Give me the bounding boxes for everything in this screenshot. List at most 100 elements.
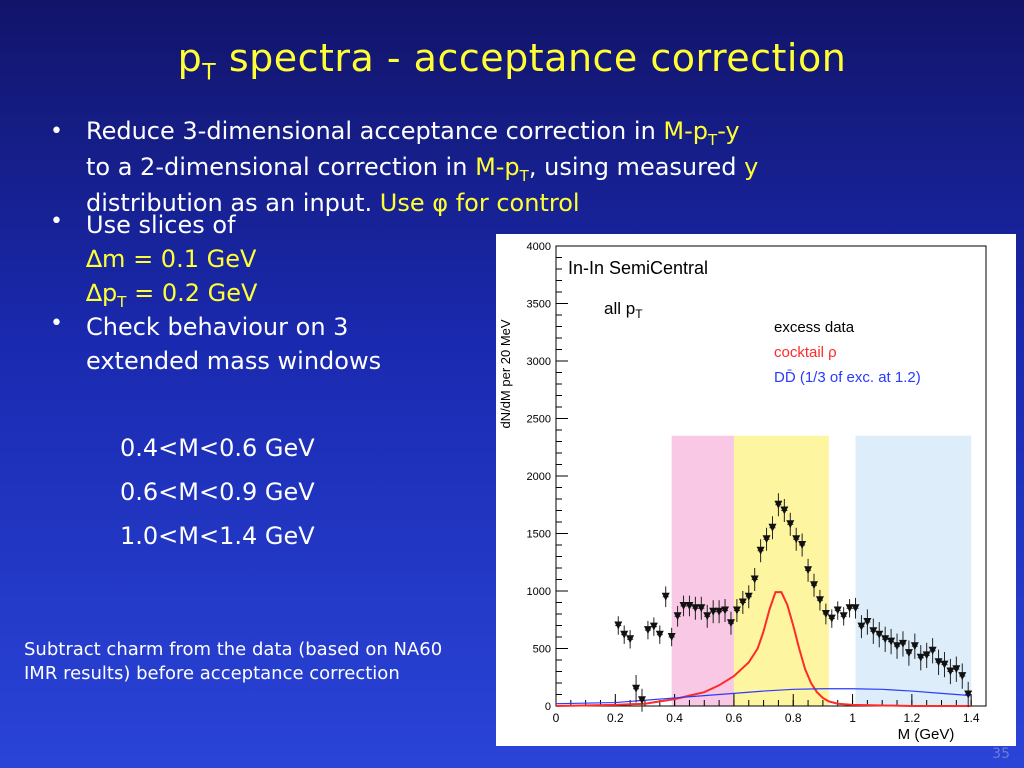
- y-tick-label: 3000: [527, 356, 551, 368]
- x-tick-label: 1.2: [904, 711, 921, 725]
- data-point: [845, 604, 854, 613]
- delta-m-value: ∆m = 0.1 GeV: [86, 245, 257, 273]
- data-point: [946, 667, 955, 676]
- data-point: [715, 607, 724, 616]
- data-point: [857, 622, 866, 631]
- data-point: [893, 642, 902, 651]
- data-point: [940, 660, 949, 669]
- data-point: [626, 635, 635, 644]
- data-point: [691, 604, 700, 613]
- y-tick-label: 2000: [527, 471, 551, 483]
- data-point: [964, 690, 973, 699]
- data-point: [703, 612, 712, 621]
- bullet-dot: •: [50, 209, 63, 234]
- data-point: [833, 606, 842, 615]
- data-point: [934, 658, 943, 667]
- data-point: [638, 696, 646, 705]
- y-tick-label: 4000: [527, 241, 551, 253]
- data-point: [661, 592, 670, 601]
- data-point: [750, 575, 759, 584]
- data-points: [614, 493, 973, 712]
- data-point: [643, 626, 652, 635]
- data-point: [620, 630, 629, 639]
- legend-entry: DD̄ (1/3 of exc. at 1.2): [774, 369, 921, 386]
- mass-window-band-2: [733, 435, 829, 706]
- data-point: [726, 619, 735, 628]
- x-tick-label: 1: [849, 711, 856, 725]
- data-point: [928, 646, 937, 655]
- mass-window-band-3: [855, 435, 972, 706]
- data-point: [744, 592, 753, 601]
- data-point: [738, 598, 747, 607]
- page-number: 35: [992, 746, 1010, 762]
- mass-window-1: 0.4<M<0.6 GeV: [120, 434, 315, 462]
- data-point: [780, 506, 789, 515]
- chart-subtitle: all pT: [604, 299, 643, 321]
- charm-note: Subtract charm from the data (based on N…: [24, 639, 443, 684]
- data-point: [810, 581, 818, 590]
- legend-entry: excess data: [774, 319, 855, 336]
- mass-window-bands: [671, 435, 972, 706]
- data-point: [655, 630, 664, 639]
- data-point: [904, 649, 913, 658]
- data-point: [667, 633, 676, 641]
- data-point: [815, 596, 824, 605]
- x-tick-label: 0.6: [726, 711, 743, 725]
- curves: [555, 591, 972, 707]
- data-point: [685, 601, 694, 610]
- data-point: [922, 651, 931, 660]
- data-point: [869, 627, 878, 636]
- data-point: [952, 665, 961, 674]
- bullet-dot: •: [50, 119, 63, 144]
- data-point: [839, 612, 848, 621]
- mass-window-3: 1.0<M<1.4 GeV: [120, 522, 315, 550]
- data-point: [821, 610, 830, 618]
- data-point: [721, 606, 730, 615]
- x-tick-label: 0: [553, 711, 560, 725]
- y-tick-label: 1500: [527, 529, 551, 541]
- data-point: [709, 607, 718, 616]
- data-point: [756, 546, 765, 555]
- data-point: [679, 601, 688, 610]
- data-point: [732, 606, 741, 615]
- y-axis-label: dN/dM per 20 MeV: [498, 319, 513, 428]
- x-tick-label: 0.4: [666, 711, 683, 725]
- legend-entry: cocktail ρ: [774, 344, 837, 361]
- data-point: [887, 637, 896, 646]
- data-point: [673, 612, 682, 621]
- data-point: [697, 604, 706, 613]
- data-point: [916, 653, 925, 662]
- data-point: [762, 535, 771, 544]
- data-point: [875, 630, 884, 639]
- data-point: [768, 523, 777, 532]
- legend: excess data cocktail ρ DD̄ (1/3 of exc. at…: [774, 319, 921, 386]
- y-tick-label: 3500: [527, 299, 551, 311]
- data-point: [958, 672, 967, 681]
- y-tick-label: 1000: [527, 586, 551, 598]
- x-tick-label: 0.8: [785, 711, 802, 725]
- data-point: [881, 635, 890, 644]
- x-axis-label: M (GeV): [898, 726, 955, 743]
- data-point: [851, 604, 860, 613]
- bullet-dot: •: [50, 311, 63, 336]
- data-point: [804, 566, 813, 575]
- data-point: [910, 642, 919, 651]
- data-point: [632, 684, 641, 693]
- page-title: pT spectra - acceptance correction: [177, 36, 847, 86]
- dd-bar-curve: [555, 688, 972, 705]
- data-point: [649, 622, 658, 631]
- data-point: [898, 639, 907, 648]
- mass-window-2: 0.6<M<0.9 GeV: [120, 478, 315, 506]
- y-tick-label: 0: [545, 701, 551, 713]
- y-tick-label: 2500: [527, 414, 551, 426]
- mass-spectrum-plot: 0 500 1000 1500 2000 2500 3000 3500 4000 0 0.2 0.4 0…: [496, 234, 1016, 746]
- chart-title: In-In SemiCentral: [568, 258, 708, 278]
- data-point: [863, 618, 872, 627]
- data-point: [614, 621, 623, 630]
- data-point: [798, 541, 807, 549]
- delta-pt-value: ∆pT = 0.2 GeV: [86, 279, 258, 311]
- mass-window-band-1: [671, 435, 734, 706]
- mass-spectrum-chart: 0 500 1000 1500 2000 2500 3000 3500 4000 0 0.2 0.4 0…: [498, 241, 987, 743]
- data-point: [792, 535, 801, 544]
- data-point: [774, 500, 783, 509]
